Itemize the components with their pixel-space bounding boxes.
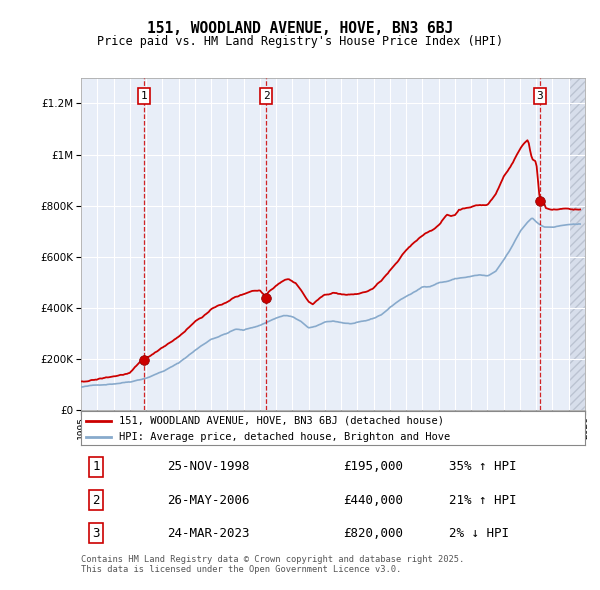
Text: Price paid vs. HM Land Registry's House Price Index (HPI): Price paid vs. HM Land Registry's House … [97,35,503,48]
Bar [569,78,593,410]
Text: 3: 3 [92,526,100,540]
Text: 24-MAR-2023: 24-MAR-2023 [167,526,249,540]
Text: £820,000: £820,000 [343,526,403,540]
Text: 35% ↑ HPI: 35% ↑ HPI [449,460,517,474]
Text: 25-NOV-1998: 25-NOV-1998 [167,460,249,474]
Text: 2% ↓ HPI: 2% ↓ HPI [449,526,509,540]
Text: 1: 1 [140,91,148,101]
Text: 21% ↑ HPI: 21% ↑ HPI [449,493,517,507]
Text: 151, WOODLAND AVENUE, HOVE, BN3 6BJ: 151, WOODLAND AVENUE, HOVE, BN3 6BJ [147,21,453,35]
Text: HPI: Average price, detached house, Brighton and Hove: HPI: Average price, detached house, Brig… [119,432,450,442]
Text: 2: 2 [263,91,270,101]
Text: 3: 3 [536,91,543,101]
Text: 151, WOODLAND AVENUE, HOVE, BN3 6BJ (detached house): 151, WOODLAND AVENUE, HOVE, BN3 6BJ (det… [119,416,444,426]
Text: Contains HM Land Registry data © Crown copyright and database right 2025.
This d: Contains HM Land Registry data © Crown c… [81,555,464,574]
Text: 2: 2 [92,493,100,507]
Text: £440,000: £440,000 [343,493,403,507]
Text: 26-MAY-2006: 26-MAY-2006 [167,493,249,507]
Text: £195,000: £195,000 [343,460,403,474]
Text: 1: 1 [92,460,100,474]
